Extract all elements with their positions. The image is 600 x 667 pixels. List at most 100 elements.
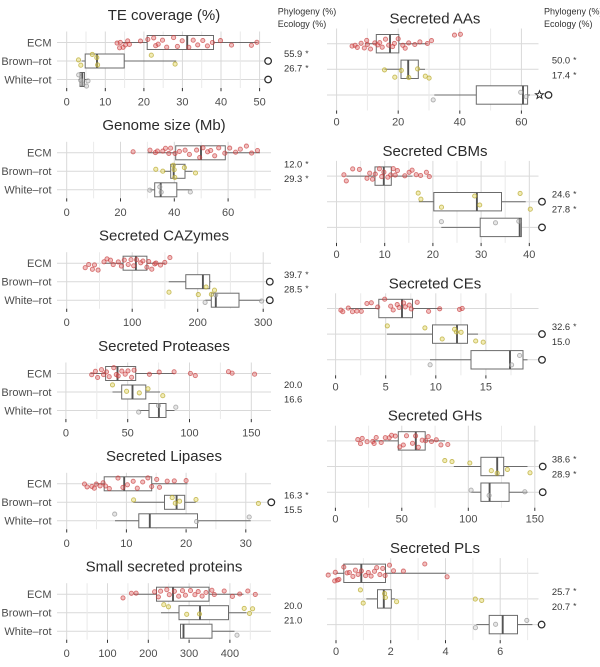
- svg-text:27.8: 27.8: [552, 204, 570, 215]
- svg-text:32.6: 32.6: [552, 321, 570, 332]
- svg-text:ECM: ECM: [27, 479, 51, 491]
- svg-text:15.5: 15.5: [284, 504, 302, 515]
- svg-text:200: 200: [139, 648, 157, 660]
- svg-text:50: 50: [396, 514, 408, 526]
- svg-text:Brown–rot: Brown–rot: [1, 277, 51, 289]
- svg-text:0: 0: [333, 646, 339, 658]
- svg-text:29.3: 29.3: [284, 173, 302, 184]
- svg-text:200: 200: [189, 317, 207, 329]
- svg-text:Phylogeny (%): Phylogeny (%): [278, 6, 337, 16]
- svg-text:0: 0: [64, 317, 70, 329]
- svg-text:*: *: [305, 490, 309, 500]
- svg-text:16.3: 16.3: [284, 490, 302, 501]
- svg-text:Secreted CBMs: Secreted CBMs: [382, 143, 487, 160]
- svg-text:White–rot: White–rot: [4, 405, 51, 417]
- svg-text:21.0: 21.0: [284, 614, 302, 625]
- svg-text:55.9: 55.9: [284, 48, 302, 59]
- svg-text:40: 40: [215, 97, 227, 109]
- svg-text:0: 0: [64, 538, 70, 550]
- svg-text:20: 20: [392, 117, 404, 129]
- svg-text:*: *: [573, 601, 577, 611]
- svg-text:*: *: [305, 159, 309, 169]
- svg-text:*: *: [305, 284, 309, 294]
- svg-text:40: 40: [168, 207, 180, 219]
- svg-text:20: 20: [427, 249, 439, 261]
- svg-text:30: 30: [240, 538, 252, 550]
- svg-text:White–rot: White–rot: [4, 626, 51, 638]
- svg-text:White–rot: White–rot: [4, 295, 51, 307]
- svg-text:38.6: 38.6: [552, 453, 570, 464]
- svg-text:40: 40: [454, 117, 466, 129]
- svg-text:100: 100: [180, 428, 198, 440]
- svg-text:Ecology (%): Ecology (%): [278, 19, 327, 29]
- svg-text:20.0: 20.0: [284, 600, 302, 611]
- svg-text:*: *: [573, 204, 577, 214]
- svg-text:Genome size (Mb): Genome size (Mb): [102, 117, 225, 134]
- svg-text:Brown–rot: Brown–rot: [1, 608, 51, 620]
- svg-text:10: 10: [99, 97, 111, 109]
- svg-text:30: 30: [176, 97, 188, 109]
- svg-text:ECM: ECM: [27, 368, 51, 380]
- svg-text:Brown–rot: Brown–rot: [1, 56, 51, 68]
- svg-text:60: 60: [515, 117, 527, 129]
- svg-text:17.4: 17.4: [552, 70, 570, 81]
- svg-text:0: 0: [332, 514, 338, 526]
- svg-text:50.0: 50.0: [552, 54, 570, 65]
- svg-text:ECM: ECM: [27, 258, 51, 270]
- svg-text:6: 6: [497, 646, 503, 658]
- svg-text:ECM: ECM: [27, 589, 51, 601]
- svg-text:*: *: [305, 173, 309, 183]
- svg-text:0: 0: [64, 648, 70, 660]
- svg-text:White–rot: White–rot: [4, 185, 51, 197]
- svg-text:Secreted Lipases: Secreted Lipases: [106, 448, 222, 465]
- svg-text:*: *: [305, 49, 309, 59]
- svg-text:300: 300: [254, 317, 272, 329]
- svg-text:*: *: [573, 189, 577, 199]
- svg-text:*: *: [573, 454, 577, 464]
- svg-text:150: 150: [526, 514, 544, 526]
- svg-text:Small secreted proteins: Small secreted proteins: [86, 559, 243, 576]
- svg-text:28.9: 28.9: [552, 468, 570, 479]
- svg-text:Brown–rot: Brown–rot: [1, 497, 51, 509]
- svg-text:50: 50: [253, 97, 265, 109]
- svg-text:*: *: [573, 70, 577, 80]
- svg-text:60: 60: [222, 207, 234, 219]
- svg-text:400: 400: [221, 648, 239, 660]
- svg-text:100: 100: [98, 648, 116, 660]
- svg-text:White–rot: White–rot: [4, 74, 51, 86]
- svg-text:10: 10: [379, 249, 391, 261]
- svg-text:100: 100: [459, 514, 477, 526]
- svg-text:Brown–rot: Brown–rot: [1, 387, 51, 399]
- svg-text:12.0: 12.0: [284, 159, 302, 170]
- svg-text:30: 30: [475, 249, 487, 261]
- svg-text:40: 40: [523, 249, 535, 261]
- svg-text:50: 50: [122, 428, 134, 440]
- svg-text:*: *: [573, 55, 577, 65]
- svg-text:Secreted GHs: Secreted GHs: [388, 408, 482, 425]
- svg-text:Brown–rot: Brown–rot: [1, 166, 51, 178]
- svg-text:150: 150: [242, 428, 260, 440]
- svg-text:*: *: [573, 321, 577, 331]
- svg-text:20: 20: [114, 207, 126, 219]
- svg-text:0: 0: [63, 428, 69, 440]
- svg-text:0: 0: [334, 117, 340, 129]
- svg-text:24.6: 24.6: [552, 189, 570, 200]
- svg-text:25.7: 25.7: [552, 586, 570, 597]
- svg-text:100: 100: [123, 317, 141, 329]
- svg-text:39.7: 39.7: [284, 269, 302, 280]
- svg-text:0: 0: [64, 97, 70, 109]
- svg-text:20.7: 20.7: [552, 601, 570, 612]
- svg-text:Secreted Proteases: Secreted Proteases: [98, 338, 230, 355]
- svg-text:Secreted CAZymes: Secreted CAZymes: [99, 228, 229, 245]
- svg-text:0: 0: [333, 381, 339, 393]
- svg-text:10: 10: [120, 538, 132, 550]
- svg-text:Secreted PLs: Secreted PLs: [390, 540, 480, 557]
- svg-text:4: 4: [442, 646, 448, 658]
- svg-text:15.0: 15.0: [552, 336, 570, 347]
- svg-text:TE coverage (%): TE coverage (%): [108, 7, 221, 24]
- svg-text:26.7: 26.7: [284, 63, 302, 74]
- svg-text:20: 20: [138, 97, 150, 109]
- svg-text:0: 0: [64, 207, 70, 219]
- svg-text:*: *: [573, 469, 577, 479]
- svg-text:Ecology (%): Ecology (%): [544, 19, 593, 29]
